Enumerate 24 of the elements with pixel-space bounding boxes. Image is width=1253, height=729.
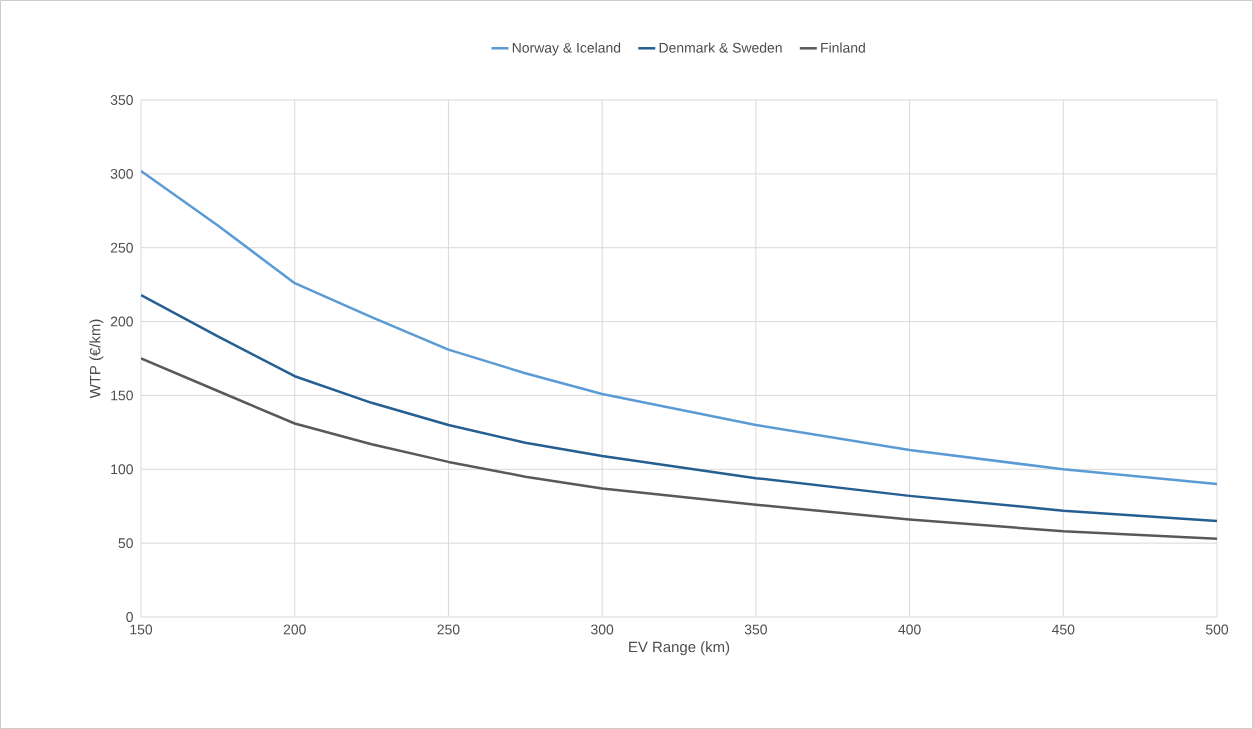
x-tick-label: 250 [437,624,460,635]
y-tick-label: 100 [111,464,133,475]
y-tick-label: 350 [110,95,133,105]
x-tick-label: 300 [591,624,614,635]
y-axis-title: WTP (€/km) [89,319,104,399]
legend-label: Denmark & Sweden [659,42,782,53]
y-tick-label: 150 [111,390,133,401]
line-series [141,293,1217,523]
y-tick-label: 0 [126,612,133,622]
line-series [141,357,1217,540]
x-tick-label: 350 [744,624,767,635]
legend-label: Finland [821,42,865,53]
x-tick-label: 500 [1205,624,1229,635]
legend-label: Norway & Iceland [512,42,621,56]
y-tick-label: 200 [110,316,133,327]
x-axis-title: EV Range (km) [629,641,730,656]
x-tick-label: 200 [283,624,306,635]
x-tick-label: 450 [1051,624,1075,635]
y-tick-label: 300 [110,168,133,179]
y-tick-label: 250 [110,242,133,253]
x-tick-label: 400 [898,624,921,635]
y-tick-label: 50 [118,538,133,549]
line-series [141,169,1217,486]
x-tick-label: 150 [130,624,153,635]
